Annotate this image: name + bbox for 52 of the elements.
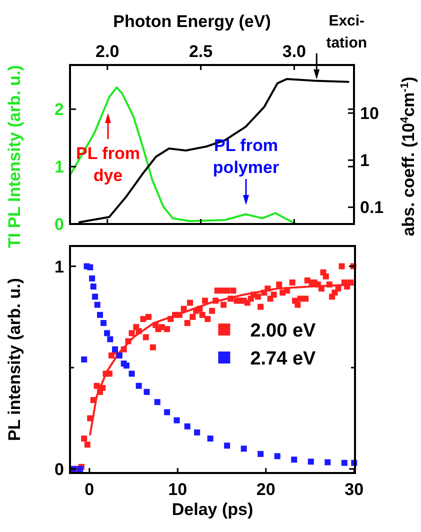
point	[97, 312, 103, 318]
point	[164, 409, 170, 416]
x-tick-label: 20	[256, 480, 276, 499]
line-series	[69, 86, 296, 224]
point	[107, 336, 114, 342]
x-tick-label: 10	[168, 480, 188, 499]
point	[194, 429, 200, 436]
x-tick-label: 2.0	[96, 42, 120, 61]
x-axis-title: Delay (ps)	[172, 500, 254, 519]
y-axis-title: TI PL Intensity (arb. u.)	[5, 65, 24, 248]
point	[207, 436, 214, 442]
y2-tick-label: 10	[360, 104, 379, 124]
point	[341, 460, 348, 466]
y-tick-label: 0	[54, 215, 64, 234]
point	[87, 264, 94, 270]
annotation: Exci-tation	[326, 12, 368, 52]
y-axis-title: PL intensity (arb. u.)	[5, 278, 24, 442]
point	[100, 320, 107, 326]
point	[128, 370, 135, 377]
x-tick-label: 2.5	[188, 42, 213, 61]
point	[92, 294, 98, 300]
y-tick-label: 2	[54, 100, 64, 120]
point	[136, 382, 142, 389]
point	[154, 399, 160, 406]
y-tick-label: 1	[54, 257, 64, 276]
x-tick-label: 0	[84, 480, 94, 499]
point	[123, 362, 130, 369]
point	[81, 356, 88, 362]
x-tick-label: 3.0	[282, 42, 306, 61]
x-tick-label: 30	[344, 480, 364, 499]
point	[274, 453, 280, 460]
y-tick-label: 1	[54, 158, 64, 177]
legend-label: 2.00 eV	[250, 320, 316, 342]
legend-label: 2.74 eV	[250, 348, 316, 370]
point	[224, 442, 230, 449]
point	[174, 417, 180, 424]
point	[89, 275, 96, 282]
y-tick-label: 0	[54, 460, 64, 479]
point	[94, 302, 100, 308]
annotation: PL from polymer	[212, 136, 280, 177]
point	[144, 388, 150, 395]
point	[90, 284, 96, 290]
point	[240, 446, 247, 452]
point	[258, 450, 264, 457]
point	[291, 456, 298, 463]
x-axis-title: Photon Energy (eV)	[113, 12, 271, 31]
point	[184, 423, 190, 430]
point	[104, 330, 110, 336]
point	[308, 458, 314, 465]
y2-tick-label: 1	[360, 151, 370, 170]
point	[324, 459, 331, 466]
y2-tick-label: 0.1	[360, 198, 384, 218]
